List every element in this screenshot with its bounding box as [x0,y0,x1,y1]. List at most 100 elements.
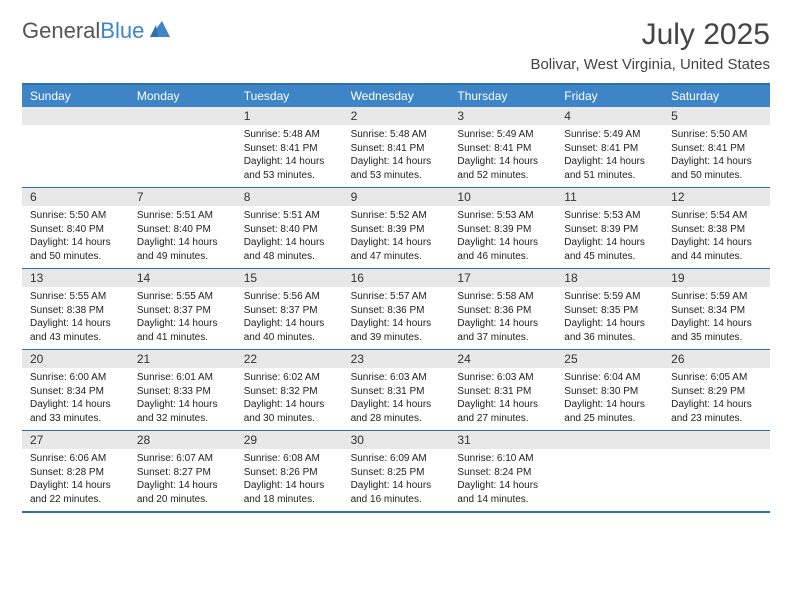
day-cell: 13Sunrise: 5:55 AMSunset: 8:38 PMDayligh… [22,269,129,349]
sunset-text: Sunset: 8:36 PM [457,304,548,318]
daylight-text-1: Daylight: 14 hours [564,317,655,331]
day-number: 18 [556,269,663,287]
day-number: 2 [343,107,450,125]
empty-cell [129,107,236,187]
day-number: 22 [236,350,343,368]
day-body: Sunrise: 5:49 AMSunset: 8:41 PMDaylight:… [556,125,663,187]
day-number: 16 [343,269,450,287]
sunset-text: Sunset: 8:24 PM [457,466,548,480]
sunrise-text: Sunrise: 5:53 AM [457,209,548,223]
day-body: Sunrise: 5:59 AMSunset: 8:35 PMDaylight:… [556,287,663,349]
sunrise-text: Sunrise: 6:06 AM [30,452,121,466]
week-row: 13Sunrise: 5:55 AMSunset: 8:38 PMDayligh… [22,269,770,350]
daylight-text-1: Daylight: 14 hours [671,236,762,250]
sunset-text: Sunset: 8:37 PM [137,304,228,318]
day-number: 1 [236,107,343,125]
sunrise-text: Sunrise: 5:51 AM [137,209,228,223]
day-cell: 6Sunrise: 5:50 AMSunset: 8:40 PMDaylight… [22,188,129,268]
day-body: Sunrise: 6:00 AMSunset: 8:34 PMDaylight:… [22,368,129,430]
day-cell: 1Sunrise: 5:48 AMSunset: 8:41 PMDaylight… [236,107,343,187]
daylight-text-1: Daylight: 14 hours [671,155,762,169]
sunrise-text: Sunrise: 5:54 AM [671,209,762,223]
sunrise-text: Sunrise: 5:55 AM [30,290,121,304]
empty-cell [556,431,663,511]
day-header-cell: Wednesday [343,85,450,107]
daylight-text-2: and 41 minutes. [137,331,228,345]
day-body: Sunrise: 5:54 AMSunset: 8:38 PMDaylight:… [663,206,770,268]
day-number: 30 [343,431,450,449]
daylight-text-2: and 43 minutes. [30,331,121,345]
daylight-text-1: Daylight: 14 hours [457,479,548,493]
daylight-text-2: and 28 minutes. [351,412,442,426]
day-cell: 11Sunrise: 5:53 AMSunset: 8:39 PMDayligh… [556,188,663,268]
daylight-text-1: Daylight: 14 hours [351,479,442,493]
sunset-text: Sunset: 8:31 PM [457,385,548,399]
day-cell: 20Sunrise: 6:00 AMSunset: 8:34 PMDayligh… [22,350,129,430]
day-header-cell: Monday [129,85,236,107]
daylight-text-1: Daylight: 14 hours [351,236,442,250]
day-body: Sunrise: 5:51 AMSunset: 8:40 PMDaylight:… [236,206,343,268]
daylight-text-2: and 45 minutes. [564,250,655,264]
sunrise-text: Sunrise: 5:56 AM [244,290,335,304]
day-body: Sunrise: 5:50 AMSunset: 8:40 PMDaylight:… [22,206,129,268]
daylight-text-2: and 36 minutes. [564,331,655,345]
day-body: Sunrise: 5:59 AMSunset: 8:34 PMDaylight:… [663,287,770,349]
title-block: July 2025 Bolivar, West Virginia, United… [530,18,770,73]
month-title: July 2025 [530,18,770,52]
daylight-text-2: and 22 minutes. [30,493,121,507]
day-cell: 27Sunrise: 6:06 AMSunset: 8:28 PMDayligh… [22,431,129,511]
daylight-text-1: Daylight: 14 hours [244,398,335,412]
logo-sail-icon [148,19,172,44]
day-number: 21 [129,350,236,368]
daylight-text-2: and 25 minutes. [564,412,655,426]
daylight-text-1: Daylight: 14 hours [351,155,442,169]
empty-cell [22,107,129,187]
sunrise-text: Sunrise: 6:08 AM [244,452,335,466]
daylight-text-1: Daylight: 14 hours [457,155,548,169]
daylight-text-1: Daylight: 14 hours [564,155,655,169]
daylight-text-2: and 50 minutes. [671,169,762,183]
sunset-text: Sunset: 8:26 PM [244,466,335,480]
day-body: Sunrise: 5:49 AMSunset: 8:41 PMDaylight:… [449,125,556,187]
daylight-text-1: Daylight: 14 hours [351,317,442,331]
day-number: 24 [449,350,556,368]
day-cell: 10Sunrise: 5:53 AMSunset: 8:39 PMDayligh… [449,188,556,268]
day-cell: 2Sunrise: 5:48 AMSunset: 8:41 PMDaylight… [343,107,450,187]
sunset-text: Sunset: 8:40 PM [244,223,335,237]
daylight-text-1: Daylight: 14 hours [137,236,228,250]
sunrise-text: Sunrise: 6:00 AM [30,371,121,385]
day-body: Sunrise: 5:57 AMSunset: 8:36 PMDaylight:… [343,287,450,349]
calendar: SundayMondayTuesdayWednesdayThursdayFrid… [22,83,770,513]
day-body: Sunrise: 6:01 AMSunset: 8:33 PMDaylight:… [129,368,236,430]
daylight-text-1: Daylight: 14 hours [457,398,548,412]
sunset-text: Sunset: 8:29 PM [671,385,762,399]
day-body [129,125,236,177]
daylight-text-1: Daylight: 14 hours [671,398,762,412]
daylight-text-2: and 20 minutes. [137,493,228,507]
logo-text: GeneralBlue [22,18,144,44]
sunset-text: Sunset: 8:40 PM [137,223,228,237]
day-body: Sunrise: 5:55 AMSunset: 8:38 PMDaylight:… [22,287,129,349]
sunset-text: Sunset: 8:38 PM [671,223,762,237]
sunrise-text: Sunrise: 5:50 AM [671,128,762,142]
day-body: Sunrise: 6:07 AMSunset: 8:27 PMDaylight:… [129,449,236,511]
day-body: Sunrise: 5:48 AMSunset: 8:41 PMDaylight:… [343,125,450,187]
logo-word1: General [22,18,100,43]
day-cell: 9Sunrise: 5:52 AMSunset: 8:39 PMDaylight… [343,188,450,268]
daylight-text-1: Daylight: 14 hours [137,317,228,331]
day-cell: 23Sunrise: 6:03 AMSunset: 8:31 PMDayligh… [343,350,450,430]
day-body: Sunrise: 5:51 AMSunset: 8:40 PMDaylight:… [129,206,236,268]
day-number: 7 [129,188,236,206]
daylight-text-2: and 30 minutes. [244,412,335,426]
day-number: 20 [22,350,129,368]
day-number [556,431,663,449]
day-cell: 7Sunrise: 5:51 AMSunset: 8:40 PMDaylight… [129,188,236,268]
daylight-text-2: and 47 minutes. [351,250,442,264]
sunrise-text: Sunrise: 5:50 AM [30,209,121,223]
day-number: 11 [556,188,663,206]
sunset-text: Sunset: 8:30 PM [564,385,655,399]
empty-cell [663,431,770,511]
day-header-cell: Tuesday [236,85,343,107]
daylight-text-2: and 49 minutes. [137,250,228,264]
sunrise-text: Sunrise: 6:01 AM [137,371,228,385]
